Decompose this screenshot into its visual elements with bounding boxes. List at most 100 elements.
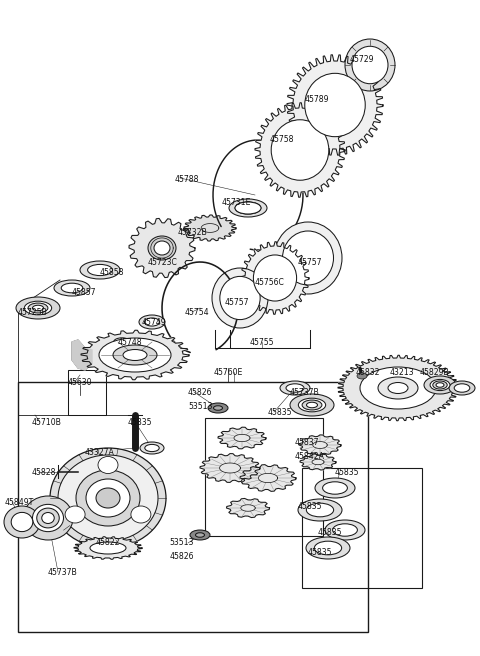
Text: 43327A: 43327A — [85, 448, 115, 457]
Text: 45710B: 45710B — [32, 418, 62, 427]
Ellipse shape — [290, 394, 334, 416]
Ellipse shape — [212, 268, 268, 328]
Ellipse shape — [307, 402, 317, 408]
Text: 45842A: 45842A — [295, 452, 325, 461]
Ellipse shape — [16, 297, 60, 319]
Text: 45835: 45835 — [268, 408, 292, 417]
Ellipse shape — [23, 496, 73, 540]
Ellipse shape — [280, 381, 310, 395]
Ellipse shape — [253, 255, 297, 301]
Ellipse shape — [54, 280, 90, 296]
Text: 45732B: 45732B — [178, 228, 208, 237]
Text: 45857: 45857 — [72, 288, 96, 297]
Polygon shape — [184, 215, 236, 241]
Ellipse shape — [306, 503, 334, 517]
Ellipse shape — [345, 39, 395, 91]
Ellipse shape — [76, 470, 140, 526]
Ellipse shape — [145, 444, 159, 451]
Ellipse shape — [433, 381, 447, 389]
Ellipse shape — [11, 512, 33, 531]
Ellipse shape — [86, 479, 130, 517]
Polygon shape — [299, 435, 341, 455]
Text: 45737B: 45737B — [290, 388, 320, 397]
Ellipse shape — [108, 335, 136, 349]
Ellipse shape — [436, 382, 444, 387]
Ellipse shape — [305, 73, 365, 136]
Polygon shape — [129, 218, 195, 277]
Text: 45729: 45729 — [350, 55, 374, 64]
Text: 45737B: 45737B — [48, 568, 78, 577]
Ellipse shape — [37, 508, 59, 528]
Ellipse shape — [430, 379, 450, 390]
Text: 45630: 45630 — [68, 378, 93, 387]
Ellipse shape — [235, 202, 261, 214]
Text: 45849T: 45849T — [5, 498, 35, 507]
Text: 45829B: 45829B — [420, 368, 450, 377]
Ellipse shape — [50, 448, 166, 548]
Ellipse shape — [139, 315, 165, 329]
Text: 45835: 45835 — [298, 502, 323, 511]
Ellipse shape — [144, 318, 159, 326]
Ellipse shape — [65, 506, 85, 523]
Polygon shape — [74, 537, 142, 560]
Text: 45756C: 45756C — [255, 278, 285, 287]
Ellipse shape — [424, 376, 456, 394]
Ellipse shape — [214, 406, 223, 410]
Ellipse shape — [388, 382, 408, 394]
Bar — [18, 382, 368, 632]
Text: 45835: 45835 — [335, 468, 360, 477]
Text: 53513: 53513 — [170, 538, 194, 547]
Ellipse shape — [113, 345, 157, 365]
Text: 45758: 45758 — [270, 135, 295, 144]
Polygon shape — [338, 356, 458, 420]
Ellipse shape — [80, 261, 120, 279]
Ellipse shape — [274, 222, 342, 294]
Bar — [205, 418, 323, 536]
Polygon shape — [227, 499, 269, 518]
Ellipse shape — [28, 303, 48, 313]
Ellipse shape — [33, 504, 63, 531]
Ellipse shape — [323, 482, 348, 494]
Bar — [302, 468, 422, 588]
Ellipse shape — [24, 301, 52, 315]
Text: 45826: 45826 — [170, 552, 194, 561]
Ellipse shape — [306, 537, 350, 559]
Ellipse shape — [99, 338, 171, 372]
Ellipse shape — [314, 541, 342, 555]
Polygon shape — [240, 464, 296, 491]
Polygon shape — [287, 55, 383, 155]
Ellipse shape — [299, 398, 325, 412]
Text: 45755: 45755 — [250, 338, 274, 347]
Ellipse shape — [357, 373, 367, 379]
Text: 45858: 45858 — [100, 268, 124, 277]
Ellipse shape — [302, 400, 322, 410]
Ellipse shape — [123, 350, 147, 361]
Polygon shape — [255, 103, 345, 197]
Text: 45822: 45822 — [96, 538, 120, 547]
Ellipse shape — [283, 231, 334, 285]
Polygon shape — [218, 427, 266, 449]
Text: 53513: 53513 — [188, 402, 213, 411]
Ellipse shape — [90, 542, 126, 554]
Text: 45748: 45748 — [118, 338, 143, 347]
Ellipse shape — [33, 305, 44, 311]
Text: 45826: 45826 — [188, 388, 213, 397]
Ellipse shape — [154, 241, 170, 255]
Ellipse shape — [378, 377, 418, 399]
Polygon shape — [72, 340, 92, 370]
Ellipse shape — [360, 367, 436, 409]
Text: 45788: 45788 — [175, 175, 200, 184]
Text: 43213: 43213 — [390, 368, 415, 377]
Ellipse shape — [4, 506, 40, 538]
Text: 45723C: 45723C — [148, 258, 178, 267]
Ellipse shape — [42, 512, 54, 523]
Text: 45760E: 45760E — [213, 368, 243, 377]
Polygon shape — [300, 454, 336, 470]
Text: 45832: 45832 — [356, 368, 381, 377]
Polygon shape — [241, 241, 309, 314]
Ellipse shape — [220, 276, 260, 319]
Ellipse shape — [148, 236, 176, 260]
Text: 45828: 45828 — [32, 468, 57, 477]
Text: 45757: 45757 — [225, 298, 250, 307]
Ellipse shape — [449, 381, 475, 395]
